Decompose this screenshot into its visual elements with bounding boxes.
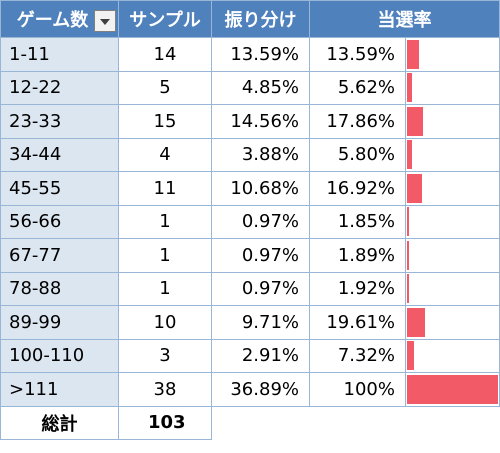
- total-blank: [211, 406, 500, 439]
- cell-game-range: 1-11: [0, 37, 119, 72]
- cell-rate: 17.86%: [309, 104, 406, 139]
- cell-rate: 19.61%: [309, 305, 406, 340]
- table-row: 89-99 10 9.71% 19.61%: [0, 305, 500, 340]
- cell-samples: 4: [118, 137, 212, 172]
- table-row: 34-44 4 3.88% 5.80%: [0, 137, 500, 172]
- table-body: 1-11 14 13.59% 13.59% 12-22 5 4.85% 5.62% 23-33 1…: [0, 37, 500, 440]
- cell-samples: 1: [118, 204, 212, 239]
- table-row: 78-88 1 0.97% 1.92%: [0, 271, 500, 306]
- cell-rate-bar: [405, 37, 500, 72]
- rate-data-bar: [407, 106, 424, 136]
- cell-rate-bar: [405, 338, 500, 373]
- cell-game-range: 100-110: [0, 338, 119, 373]
- table-row: >111 38 36.89% 100%: [0, 372, 500, 407]
- cell-samples: 5: [118, 70, 212, 105]
- cell-share: 14.56%: [211, 104, 310, 139]
- rate-data-bar: [407, 374, 498, 404]
- cell-share: 13.59%: [211, 37, 310, 72]
- cell-rate: 100%: [309, 372, 406, 407]
- cell-samples: 1: [118, 238, 212, 273]
- cell-share: 36.89%: [211, 372, 310, 407]
- cell-rate-bar: [405, 372, 500, 407]
- cell-share: 9.71%: [211, 305, 310, 340]
- rate-data-bar: [407, 274, 409, 304]
- rate-data-bar: [407, 240, 409, 270]
- cell-game-range: 78-88: [0, 271, 119, 306]
- table-row: 23-33 15 14.56% 17.86%: [0, 104, 500, 139]
- rate-data-bar: [407, 140, 413, 170]
- cell-game-range: 12-22: [0, 70, 119, 105]
- cell-rate: 16.92%: [309, 171, 406, 206]
- cell-rate-bar: [405, 70, 500, 105]
- cell-rate: 1.85%: [309, 204, 406, 239]
- cell-game-range: 56-66: [0, 204, 119, 239]
- table-row: 100-110 3 2.91% 7.32%: [0, 338, 500, 373]
- cell-rate: 5.80%: [309, 137, 406, 172]
- cell-rate-bar: [405, 104, 500, 139]
- header-share: 振り分け: [211, 0, 310, 38]
- cell-rate-bar: [405, 238, 500, 273]
- rate-data-bar: [407, 341, 414, 371]
- cell-samples: 14: [118, 37, 212, 72]
- cell-game-range: 89-99: [0, 305, 119, 340]
- cell-share: 0.97%: [211, 238, 310, 273]
- cell-share: 0.97%: [211, 204, 310, 239]
- cell-samples: 10: [118, 305, 212, 340]
- cell-rate-bar: [405, 271, 500, 306]
- rate-data-bar: [407, 73, 413, 103]
- cell-game-range: 23-33: [0, 104, 119, 139]
- cell-rate: 7.32%: [309, 338, 406, 373]
- cell-samples: 1: [118, 271, 212, 306]
- header-games: ゲーム数: [0, 0, 119, 38]
- cell-rate: 1.92%: [309, 271, 406, 306]
- cell-game-range: 34-44: [0, 137, 119, 172]
- data-table: ゲーム数 サンプル 振り分け 当選率 1-11 14 13.59% 13.59% 12-…: [0, 0, 500, 440]
- total-row: 総計 103: [0, 405, 500, 440]
- table-row: 45-55 11 10.68% 16.92%: [0, 171, 500, 206]
- header-row: ゲーム数 サンプル 振り分け 当選率: [0, 0, 500, 38]
- cell-samples: 15: [118, 104, 212, 139]
- table-row: 56-66 1 0.97% 1.85%: [0, 204, 500, 239]
- header-samples: サンプル: [118, 0, 212, 38]
- cell-rate: 1.89%: [309, 238, 406, 273]
- header-rate: 当選率: [309, 0, 500, 38]
- rate-data-bar: [407, 39, 420, 69]
- cell-rate-bar: [405, 137, 500, 172]
- cell-game-range: >111: [0, 372, 119, 407]
- filter-dropdown-button[interactable]: [94, 10, 116, 32]
- cell-share: 2.91%: [211, 338, 310, 373]
- rate-data-bar: [407, 307, 425, 337]
- cell-share: 0.97%: [211, 271, 310, 306]
- cell-game-range: 45-55: [0, 171, 119, 206]
- cell-rate-bar: [405, 204, 500, 239]
- cell-game-range: 67-77: [0, 238, 119, 273]
- header-games-label: ゲーム数: [16, 10, 89, 31]
- cell-samples: 11: [118, 171, 212, 206]
- table-row: 12-22 5 4.85% 5.62%: [0, 70, 500, 105]
- cell-rate-bar: [405, 171, 500, 206]
- cell-rate: 13.59%: [309, 37, 406, 72]
- rate-data-bar: [407, 207, 409, 237]
- rate-data-bar: [407, 173, 423, 203]
- cell-share: 3.88%: [211, 137, 310, 172]
- total-label: 総計: [0, 405, 119, 440]
- cell-rate: 5.62%: [309, 70, 406, 105]
- cell-share: 4.85%: [211, 70, 310, 105]
- cell-share: 10.68%: [211, 171, 310, 206]
- total-samples: 103: [118, 405, 212, 440]
- cell-rate-bar: [405, 305, 500, 340]
- cell-samples: 3: [118, 338, 212, 373]
- table-row: 67-77 1 0.97% 1.89%: [0, 238, 500, 273]
- table-row: 1-11 14 13.59% 13.59%: [0, 37, 500, 72]
- cell-samples: 38: [118, 372, 212, 407]
